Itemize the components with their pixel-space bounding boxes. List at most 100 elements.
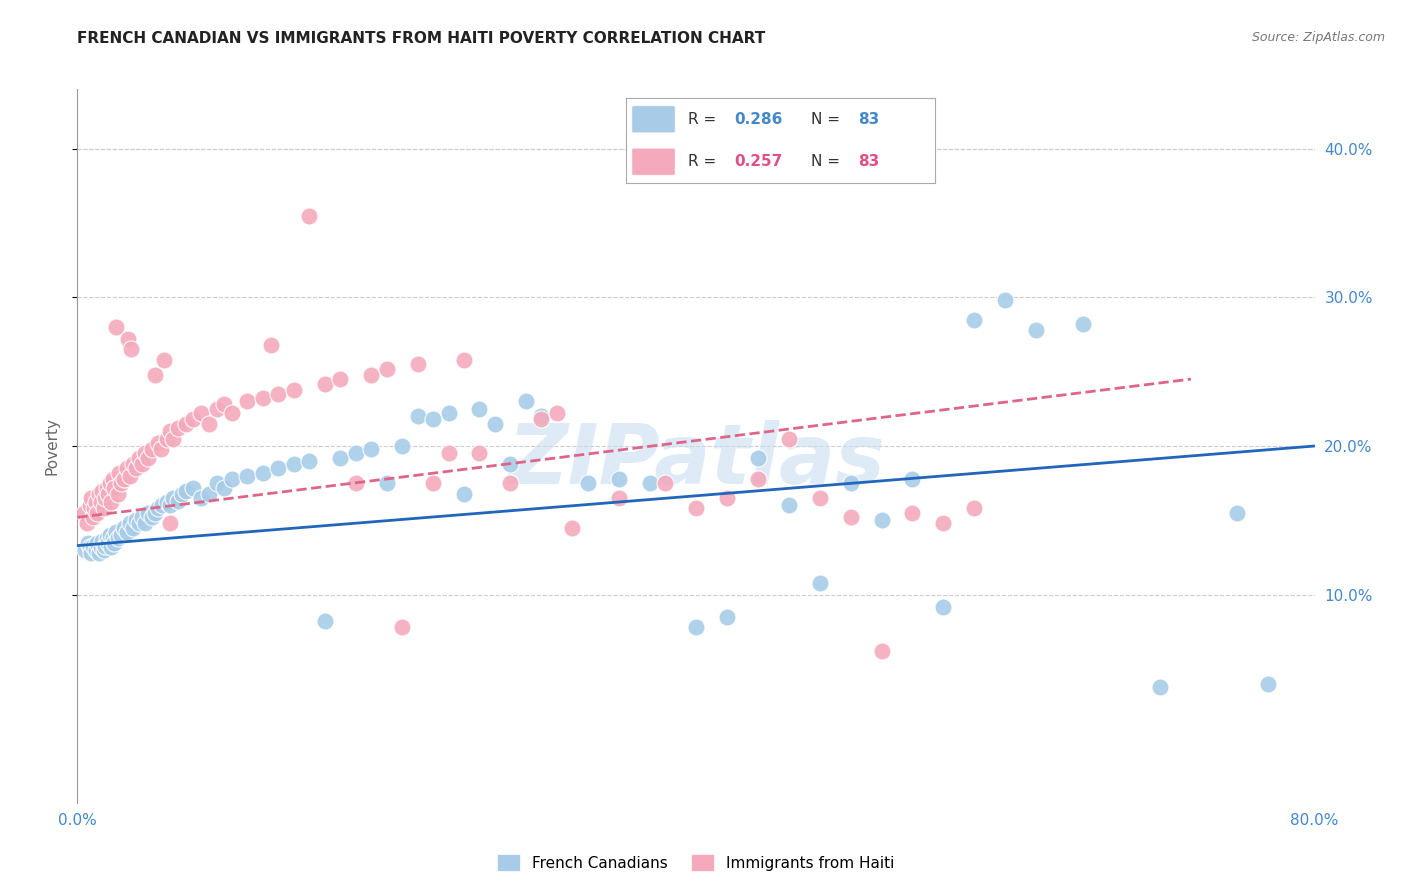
Point (82, 539, 104, 553)
Point (499, 457, 522, 471)
Y-axis label: Poverty: Poverty (44, 417, 59, 475)
Point (561, 521, 583, 535)
Point (221, 472, 243, 486)
Text: 0.257: 0.257 (734, 154, 782, 169)
Point (80, 546, 103, 560)
Point (167, 494, 190, 508)
Point (329, 372, 352, 386)
Point (778, 432, 800, 446)
Point (1226, 506, 1249, 520)
Point (546, 406, 568, 420)
Point (134, 516, 156, 531)
Point (94, 539, 117, 553)
Point (97, 486, 120, 500)
Point (141, 510, 163, 524)
Point (1025, 323, 1047, 337)
Point (115, 525, 138, 540)
Point (437, 406, 460, 420)
Point (716, 491, 738, 505)
Point (685, 620, 707, 634)
Point (198, 486, 221, 500)
Point (138, 506, 160, 520)
Point (146, 501, 169, 516)
Point (174, 483, 197, 498)
Point (453, 352, 475, 367)
Point (344, 446, 367, 460)
Legend: French Canadians, Immigrants from Haiti: French Canadians, Immigrants from Haiti (491, 848, 901, 877)
Text: 0.286: 0.286 (734, 112, 782, 127)
Point (214, 397, 236, 411)
Point (607, 491, 630, 505)
Point (360, 442, 382, 456)
Point (112, 521, 135, 535)
Point (159, 424, 181, 438)
Point (747, 472, 769, 486)
Point (870, 513, 893, 527)
Point (103, 535, 125, 549)
Point (375, 361, 398, 376)
Point (298, 209, 321, 223)
Point (112, 472, 135, 486)
Point (236, 468, 259, 483)
Point (98, 476, 121, 491)
Point (72, 506, 94, 520)
Point (108, 466, 131, 480)
Point (87, 486, 110, 500)
Point (86, 535, 108, 549)
Point (870, 644, 893, 658)
Point (1149, 680, 1171, 694)
Point (91, 534, 114, 549)
Point (172, 486, 194, 500)
Point (122, 521, 145, 535)
Point (84, 543, 107, 558)
Point (198, 417, 221, 431)
Point (115, 461, 138, 475)
Point (314, 376, 336, 391)
Point (468, 401, 491, 416)
Point (143, 368, 166, 382)
Text: 83: 83 (858, 154, 879, 169)
Point (406, 409, 429, 424)
Point (153, 352, 176, 367)
Point (174, 417, 197, 431)
Point (932, 599, 955, 614)
Point (484, 417, 506, 431)
Point (110, 528, 132, 542)
Point (107, 486, 129, 500)
Point (117, 332, 139, 346)
Point (1071, 317, 1094, 331)
Point (122, 457, 145, 471)
Point (159, 499, 181, 513)
Point (499, 476, 522, 491)
Point (314, 615, 336, 629)
Point (808, 575, 831, 590)
Point (607, 472, 630, 486)
Point (93, 543, 115, 558)
Point (1257, 677, 1279, 691)
Point (183, 412, 205, 426)
Point (143, 506, 166, 520)
Point (100, 540, 122, 554)
Point (167, 421, 190, 435)
Point (298, 454, 321, 468)
Text: FRENCH CANADIAN VS IMMIGRANTS FROM HAITI POVERTY CORRELATION CHART: FRENCH CANADIAN VS IMMIGRANTS FROM HAITI… (77, 31, 766, 46)
Point (103, 481, 125, 495)
Point (87, 546, 110, 560)
Point (125, 513, 148, 527)
Point (236, 394, 259, 409)
Point (183, 481, 205, 495)
Point (260, 338, 283, 352)
Point (422, 476, 444, 491)
Point (329, 450, 352, 465)
Point (75, 543, 96, 558)
Point (128, 516, 150, 531)
Point (214, 481, 236, 495)
Point (152, 499, 174, 513)
Point (422, 412, 444, 426)
Point (839, 476, 862, 491)
Point (252, 466, 274, 480)
Point (406, 357, 429, 371)
Point (375, 476, 398, 491)
Point (90, 495, 112, 509)
Point (96, 531, 118, 545)
